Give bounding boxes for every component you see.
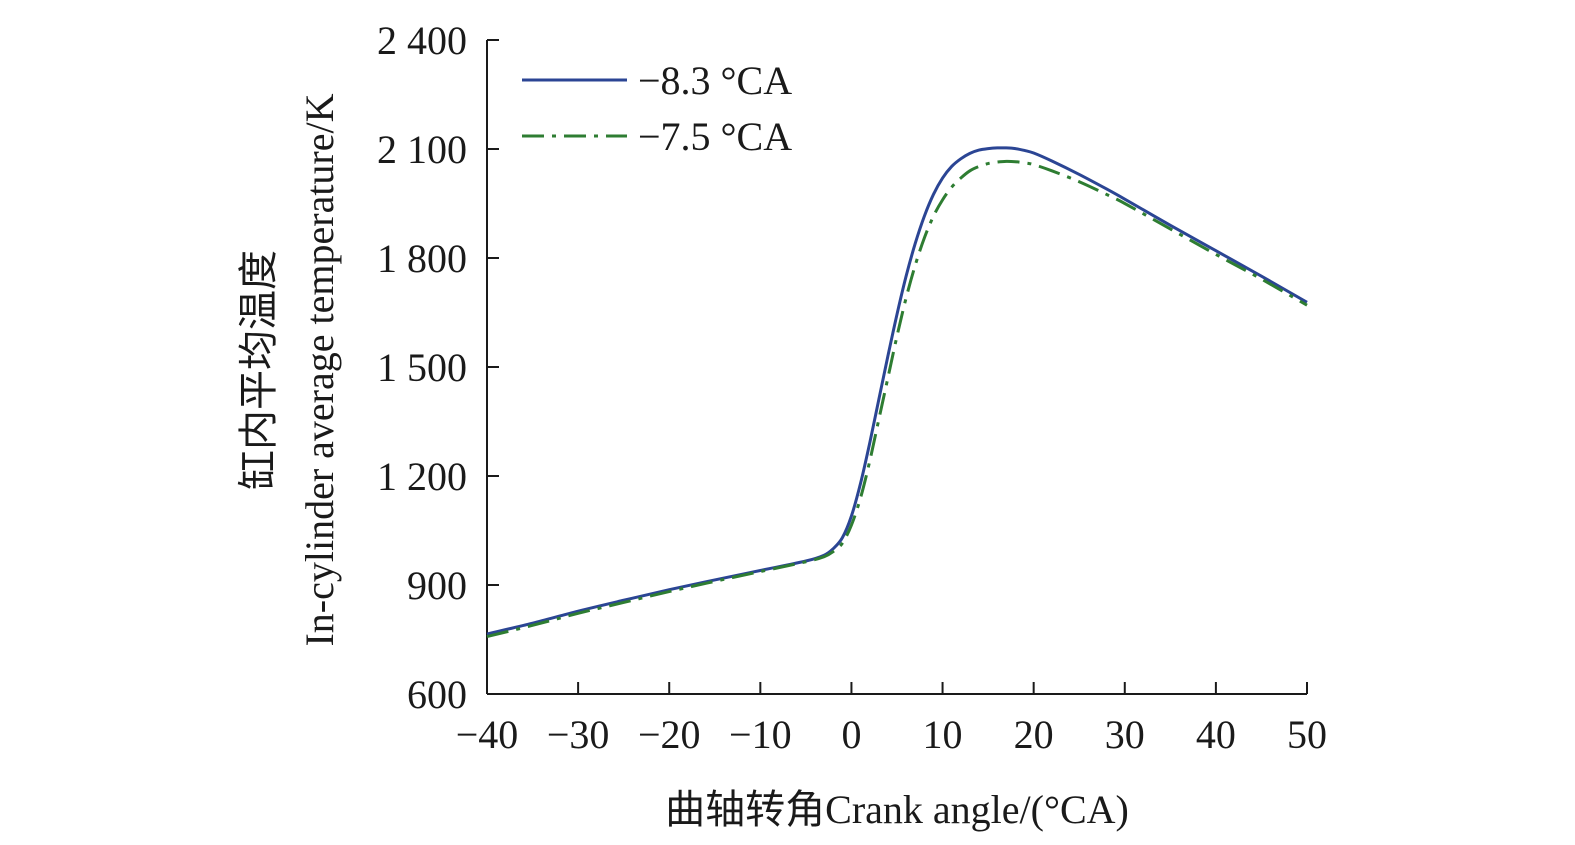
x-ticks: −40 −30 −20 −10 0 10 20 30 40 50 [456,682,1327,757]
y-tick-label: 1 800 [377,236,467,281]
x-tick-label: 30 [1105,712,1145,757]
y-tick-label: 900 [407,563,467,608]
x-tick-label: 40 [1196,712,1236,757]
legend-label-2: −7.5 °CA [638,114,792,159]
x-tick-label: −30 [547,712,610,757]
axes [486,40,1307,695]
y-tick-label: 600 [407,672,467,717]
x-tick-label: −40 [456,712,519,757]
y-tick-label: 2 400 [377,18,467,63]
x-tick-label: 50 [1287,712,1327,757]
series-line-1 [486,146,1308,636]
legend-label-1: −8.3 °CA [638,58,792,103]
y-tick-label: 2 100 [377,127,467,172]
x-axis-title: 曲轴转角Crank angle/(°CA) [665,787,1129,832]
x-tick-label: 20 [1014,712,1054,757]
series-group [486,146,1308,639]
y-axis-title-cn: 缸内平均温度 [236,250,281,490]
y-tick-label: 1 500 [377,345,467,390]
y-ticks: 600 900 1 200 1 500 1 800 2 100 2 400 [377,18,499,717]
y-axis-title-en: In-cylinder average temperature/K [297,93,342,646]
x-tick-label: −20 [638,712,701,757]
x-tick-label: −10 [729,712,792,757]
legend: −8.3 °CA −7.5 °CA [522,58,792,159]
x-tick-label: 0 [841,712,861,757]
x-tick-label: 10 [923,712,963,757]
y-tick-label: 1 200 [377,454,467,499]
series-line-2 [486,159,1308,639]
